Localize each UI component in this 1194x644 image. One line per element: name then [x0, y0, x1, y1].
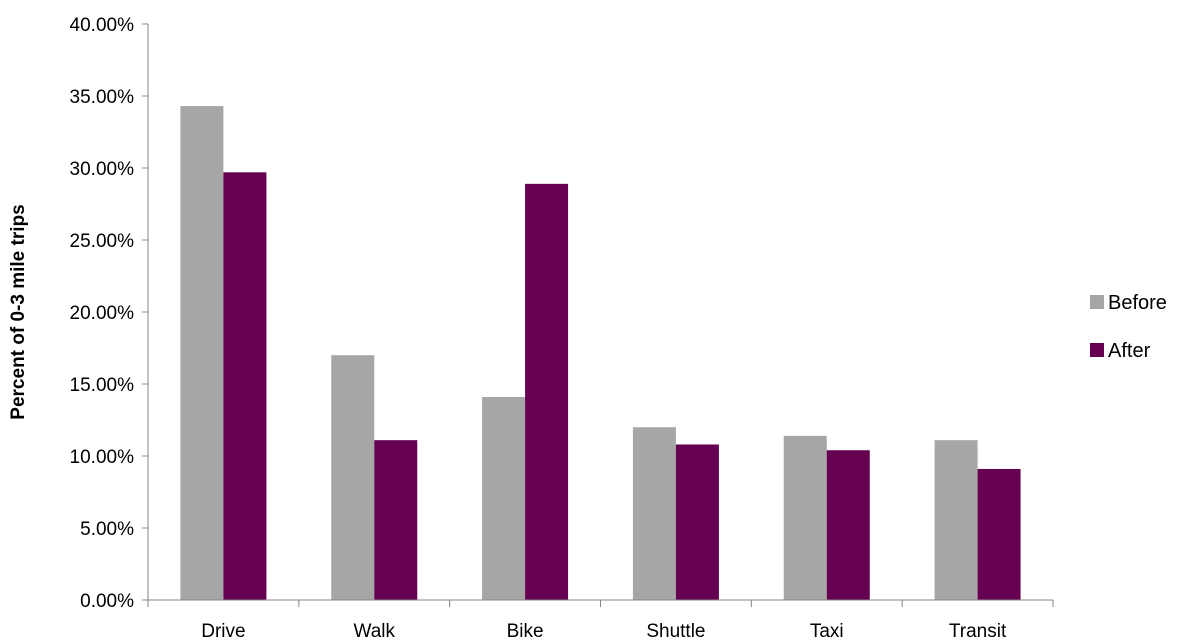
bar-after-bike — [525, 183, 569, 600]
x-tick-label: Walk — [353, 621, 395, 642]
legend-label-before: Before — [1108, 292, 1167, 314]
bar-before-shuttle — [632, 427, 676, 600]
y-tick-label: 10.00% — [70, 447, 135, 468]
bar-before-drive — [180, 106, 224, 600]
y-tick-label: 40.00% — [70, 15, 135, 36]
x-tick-label: Taxi — [810, 621, 844, 642]
legend-swatch-after — [1090, 343, 1104, 357]
legend: Before After — [1090, 292, 1167, 362]
y-tick-label: 5.00% — [80, 519, 134, 540]
bar-after-shuttle — [675, 444, 719, 600]
y-axis-title: Percent of 0-3 mile trips — [8, 204, 29, 419]
y-tick-label: 25.00% — [70, 231, 135, 252]
x-tick-label: Drive — [201, 621, 245, 642]
x-tick-label: Bike — [507, 621, 544, 642]
bar-before-walk — [331, 355, 375, 600]
y-tick-label: 15.00% — [70, 375, 135, 396]
legend-label-after: After — [1108, 340, 1151, 362]
y-axis-ticks: 0.00% 5.00% 10.00% 15.00% 20.00% 25.00% 30.00%… — [70, 15, 148, 612]
x-tick-label: Transit — [949, 621, 1007, 642]
bar-after-transit — [977, 468, 1021, 600]
bar-after-drive — [223, 172, 267, 600]
bar-after-taxi — [826, 450, 870, 600]
legend-swatch-before — [1090, 295, 1104, 309]
y-tick-label: 30.00% — [70, 159, 135, 180]
y-tick-label: 35.00% — [70, 87, 135, 108]
bars-group — [180, 106, 1021, 600]
bar-before-bike — [482, 396, 526, 600]
bar-before-transit — [934, 440, 978, 600]
y-tick-label: 20.00% — [70, 303, 135, 324]
y-tick-label: 0.00% — [80, 591, 134, 612]
x-axis-ticks: Drive Walk Bike Shuttle Taxi Transit — [147, 600, 1054, 642]
bar-before-taxi — [783, 435, 827, 600]
x-tick-label: Shuttle — [646, 621, 705, 642]
bar-after-walk — [374, 440, 418, 600]
